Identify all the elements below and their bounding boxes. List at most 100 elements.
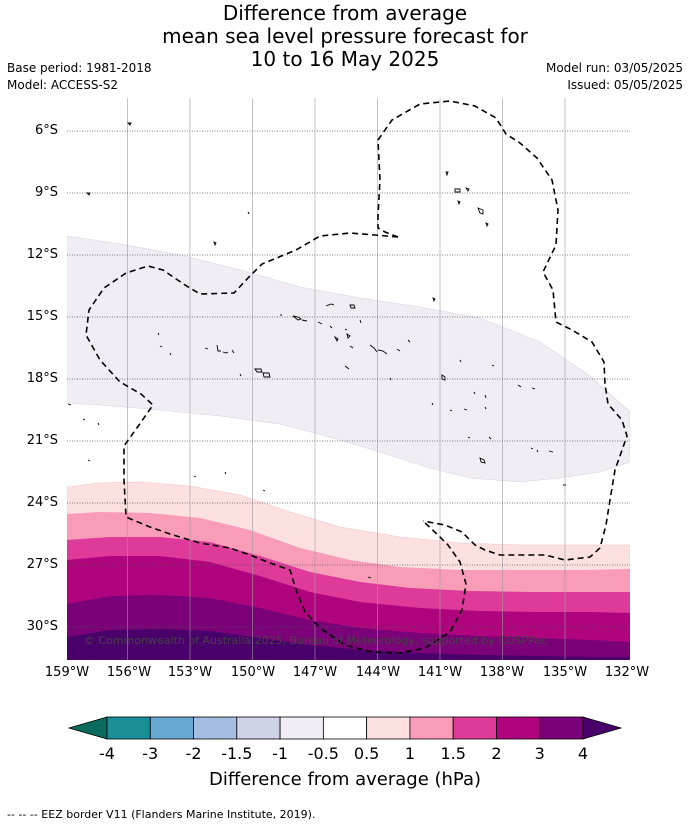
model-name: Model: ACCESS-S2: [7, 78, 119, 92]
island: [367, 576, 372, 579]
island: [369, 344, 378, 353]
island: [389, 377, 392, 381]
lat-label-18s: 18°S: [26, 371, 58, 386]
island: [159, 345, 163, 348]
island: [485, 222, 489, 228]
island: [531, 387, 536, 390]
lat-label-15s: 15°S: [26, 309, 58, 324]
island: [82, 418, 86, 421]
colorbar-cells: [67, 716, 623, 740]
colorbar-cell: [279, 716, 324, 740]
island: [467, 436, 471, 439]
lon-label-141w: 141°W: [417, 665, 463, 680]
island: [126, 122, 132, 126]
colorbar-cell: [149, 716, 194, 740]
colorbar-cell: [236, 716, 281, 740]
island: [292, 315, 303, 321]
island: [464, 187, 470, 192]
island: [407, 339, 411, 343]
island: [333, 335, 339, 343]
title-line-3: 10 to 16 May 2025: [250, 47, 440, 71]
island: [169, 352, 172, 356]
island: [87, 459, 91, 462]
island: [262, 489, 266, 492]
lon-label-132w: 132°W: [604, 665, 650, 680]
colorbar-cell: [452, 716, 497, 740]
lon-label-159w: 159°W: [44, 665, 90, 680]
colorbar-cell: [409, 716, 454, 740]
colorbar-cell: [322, 716, 368, 740]
colorbar-under-arrow: [67, 716, 108, 740]
island: [349, 304, 356, 309]
island: [477, 207, 484, 215]
island: [329, 325, 333, 329]
colorbar-tick-label: 1: [404, 744, 415, 763]
issued-date: Issued: 05/05/2025: [567, 78, 683, 92]
island: [479, 457, 486, 464]
lat-label-30s: 30°S: [26, 619, 58, 634]
colorbar-tick-label: -3: [142, 744, 159, 763]
colorbar-tick-label: -0.5: [307, 744, 339, 763]
island: [346, 332, 351, 339]
colorbar-tick-label: 1.5: [440, 744, 466, 763]
island: [530, 447, 534, 450]
lon-label-147w: 147°W: [292, 665, 338, 680]
island: [349, 345, 354, 349]
eez-border-line: [85, 232, 467, 654]
island: [344, 365, 350, 370]
island: [222, 351, 229, 354]
island: [317, 321, 323, 325]
lat-label-27s: 27°S: [26, 557, 58, 572]
eez-legend-note: -- -- -- EEZ border V11 (Flanders Marine…: [7, 808, 316, 821]
lat-label-12s: 12°S: [26, 247, 58, 262]
colorbar-tick-label: 3: [534, 744, 545, 763]
eez-borders: [85, 100, 628, 654]
colorbar-tick-label: 0.5: [353, 744, 380, 763]
lat-label-6s: 6°S: [34, 123, 58, 138]
colorbar-title: Difference from average (hPa): [208, 769, 482, 790]
colorbar-tick-label: 4: [577, 744, 589, 763]
island: [359, 319, 362, 324]
island: [441, 374, 446, 381]
colorbar-tick-label: -1: [272, 744, 289, 763]
island: [157, 332, 160, 336]
colorbar-cell: [366, 716, 411, 740]
meta-right: Model run: 03/05/2025 Issued: 05/05/2025: [546, 60, 683, 94]
island: [484, 394, 487, 399]
lon-label-150w: 150°W: [230, 665, 276, 680]
meta-left: Base period: 1981-2018 Model: ACCESS-S2: [7, 60, 152, 94]
island: [67, 403, 72, 406]
lon-label-144w: 144°W: [355, 665, 401, 680]
island: [377, 349, 388, 355]
island: [449, 409, 453, 412]
island: [432, 297, 436, 303]
island: [396, 348, 401, 352]
colorbar-tick-label: -2: [185, 744, 202, 763]
lon-label-135w: 135°W: [542, 665, 588, 680]
lat-label-24s: 24°S: [26, 495, 58, 510]
island: [459, 359, 462, 363]
title-line-2: mean sea level pressure forecast for: [162, 24, 528, 48]
island: [213, 241, 217, 247]
lat-label-21s: 21°S: [26, 433, 58, 448]
island: [216, 344, 221, 352]
colorbar-cell: [496, 716, 541, 740]
island: [344, 328, 348, 331]
island: [85, 192, 91, 196]
island: [97, 422, 100, 426]
island: [463, 408, 468, 411]
island: [247, 211, 250, 215]
island: [548, 450, 554, 453]
island: [445, 171, 449, 177]
lon-label-153w: 153°W: [167, 665, 213, 680]
island: [431, 402, 434, 406]
band-neg1-to-neg0_5: [67, 235, 630, 483]
island: [454, 188, 461, 193]
anomaly-fill-layer: [67, 98, 630, 660]
colorbar-cell: [193, 716, 238, 740]
island: [473, 391, 476, 395]
base-period: Base period: 1981-2018: [7, 61, 152, 75]
lon-label-156w: 156°W: [106, 665, 152, 680]
